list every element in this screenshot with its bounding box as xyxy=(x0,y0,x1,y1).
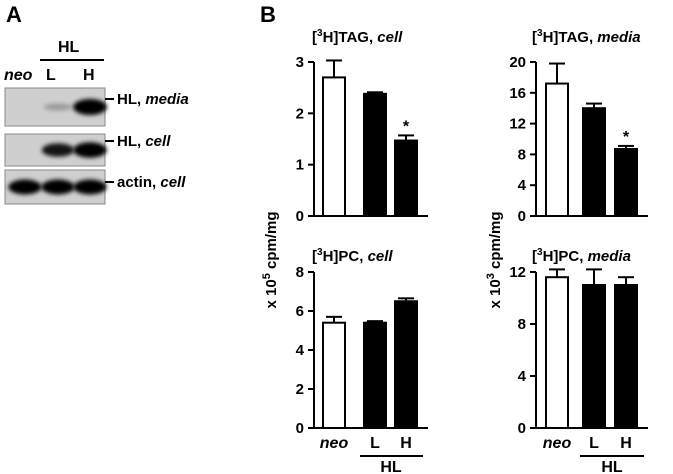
y-axis-label-left: x 105 cpm/mg xyxy=(261,211,280,308)
category-label-l: L xyxy=(370,435,380,452)
y-tick-label: 0 xyxy=(296,420,304,437)
panel-b-letter: B xyxy=(260,2,276,27)
bar-neo xyxy=(322,76,346,218)
bar-H xyxy=(614,148,638,217)
y-tick-label: 16 xyxy=(509,85,526,102)
y-tick-label: 0 xyxy=(518,420,526,437)
category-label-h: H xyxy=(400,435,412,452)
bar-neo xyxy=(545,82,569,217)
bar-H xyxy=(394,300,418,429)
y-tick-label: 2 xyxy=(296,105,304,122)
y-tick-label: 4 xyxy=(296,342,305,359)
blot-panel-0: HL, media xyxy=(4,87,189,127)
panel-a-letter: A xyxy=(6,2,22,27)
chart-title: [3H]PC, media xyxy=(532,247,631,265)
y-tick-label: 0 xyxy=(518,208,526,225)
blot-band xyxy=(73,142,107,158)
blot-panel-1: HL, cell xyxy=(4,133,171,167)
y-tick-label: 2 xyxy=(296,381,304,398)
blot-band xyxy=(43,103,73,111)
y-axis-label-right: x 103 cpm/mg xyxy=(485,211,504,308)
bar-chart-3: [3H]PC, media 0 4 8 12 xyxy=(509,247,648,437)
y-tick-label: 20 xyxy=(509,54,526,71)
blot-band xyxy=(41,143,75,157)
blot-band xyxy=(73,179,107,195)
y-tick-label: 12 xyxy=(509,116,526,133)
bar-chart-2: [3H]PC, cell 0 2 4 6 8 xyxy=(296,247,428,437)
panel-a: A HL neo L H HL, media HL, cell actin, cel… xyxy=(4,2,189,205)
category-label-neo: neo xyxy=(320,435,349,452)
lane-label-h: H xyxy=(83,67,95,84)
x-categories-right: neo L H HL xyxy=(543,435,644,474)
blot-label-0: HL, media xyxy=(117,91,189,108)
blot-band xyxy=(8,179,42,195)
blot-band xyxy=(41,179,75,195)
lane-label-neo: neo xyxy=(4,67,33,84)
x-categories-left: neo L H HL xyxy=(320,435,423,474)
bar-neo xyxy=(545,276,569,430)
y-tick-label: 8 xyxy=(296,264,304,281)
bar-L xyxy=(582,284,606,429)
y-tick-label: 4 xyxy=(518,177,527,194)
y-tick-label: 12 xyxy=(509,264,526,281)
y-tick-label: 3 xyxy=(296,54,304,71)
chart-title: [3H]TAG, media xyxy=(532,28,641,46)
chart-title: [3H]TAG, cell xyxy=(312,28,403,46)
panel-b: B x 105 cpm/mg x 103 cpm/mg [3H]TAG, cel… xyxy=(260,2,648,474)
significance-star: * xyxy=(623,129,630,146)
blot-band xyxy=(73,99,107,115)
category-label-h: H xyxy=(620,435,632,452)
y-tick-label: 4 xyxy=(518,368,527,385)
group-label-left: HL xyxy=(380,459,402,474)
bar-L xyxy=(582,107,606,217)
bar-H xyxy=(614,284,638,429)
blot-label-1: HL, cell xyxy=(117,133,171,150)
bar-chart-0: [3H]TAG, cell 0 1 2 3 * xyxy=(296,28,428,225)
blot-panel-2: actin, cell xyxy=(4,169,186,205)
significance-star: * xyxy=(403,118,410,135)
bar-neo xyxy=(322,321,346,430)
blot-group-label: HL xyxy=(58,39,80,56)
bar-H xyxy=(394,139,418,217)
lane-label-l: L xyxy=(46,67,56,84)
y-tick-label: 8 xyxy=(518,146,526,163)
bar-chart-1: [3H]TAG, media 0 4 8 12 16 20 * xyxy=(509,28,648,225)
group-label-right: HL xyxy=(601,459,623,474)
y-tick-label: 0 xyxy=(296,208,304,225)
bar-L xyxy=(363,92,387,217)
y-tick-label: 6 xyxy=(296,303,304,320)
bar-L xyxy=(363,321,387,430)
y-tick-label: 8 xyxy=(518,316,526,333)
blot-label-2: actin, cell xyxy=(117,174,186,191)
y-tick-label: 1 xyxy=(296,157,304,174)
chart-title: [3H]PC, cell xyxy=(312,247,393,265)
category-label-l: L xyxy=(589,435,599,452)
category-label-neo: neo xyxy=(543,435,572,452)
